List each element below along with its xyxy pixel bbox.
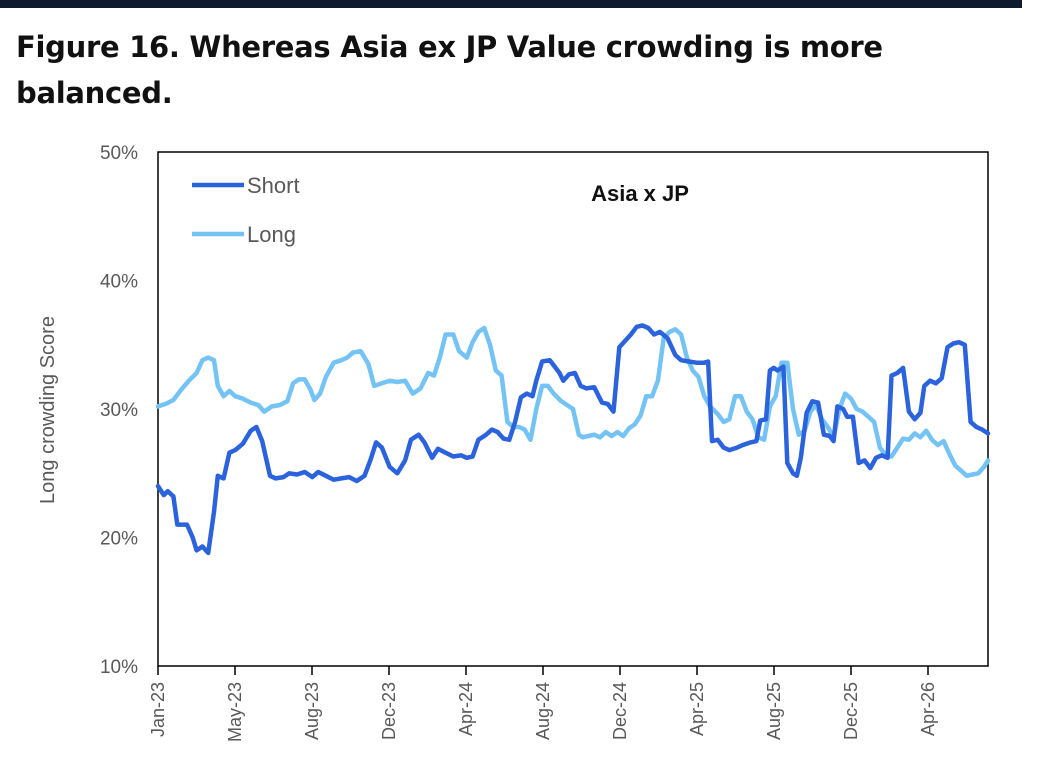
x-tick-label: Apr-25 xyxy=(687,682,707,736)
x-tick-label: Jan-23 xyxy=(148,682,168,737)
series-line-long xyxy=(155,325,991,479)
top-accent-bar xyxy=(0,0,1022,8)
x-tick-label: Aug-25 xyxy=(764,682,784,740)
legend-label-short: Short xyxy=(247,173,300,198)
y-tick-label: 20% xyxy=(100,529,138,550)
x-tick-label: Aug-23 xyxy=(302,682,322,740)
x-tick-label: Dec-23 xyxy=(379,682,399,740)
plot-area-frame xyxy=(157,151,989,667)
figure-title: Figure 16. Whereas Asia ex JP Value crow… xyxy=(16,30,883,110)
series-line-short xyxy=(155,323,991,556)
y-tick-label: 10% xyxy=(100,657,138,678)
y-tick-label: 50% xyxy=(100,143,138,164)
plot-title: Asia x JP xyxy=(591,181,689,206)
x-tick-label: Apr-24 xyxy=(456,682,476,736)
y-axis-title: Long crowding Score xyxy=(37,316,59,504)
x-tick-label: May-23 xyxy=(225,682,245,742)
x-tick-label: Apr-26 xyxy=(918,682,938,736)
legend-label-long: Long xyxy=(247,222,296,247)
y-tick-label: 40% xyxy=(100,272,138,293)
x-tick-label: Dec-25 xyxy=(841,682,861,740)
x-tick-label: Dec-24 xyxy=(610,682,630,740)
y-tick-label: 30% xyxy=(100,400,138,421)
x-tick-label: Aug-24 xyxy=(533,682,553,740)
